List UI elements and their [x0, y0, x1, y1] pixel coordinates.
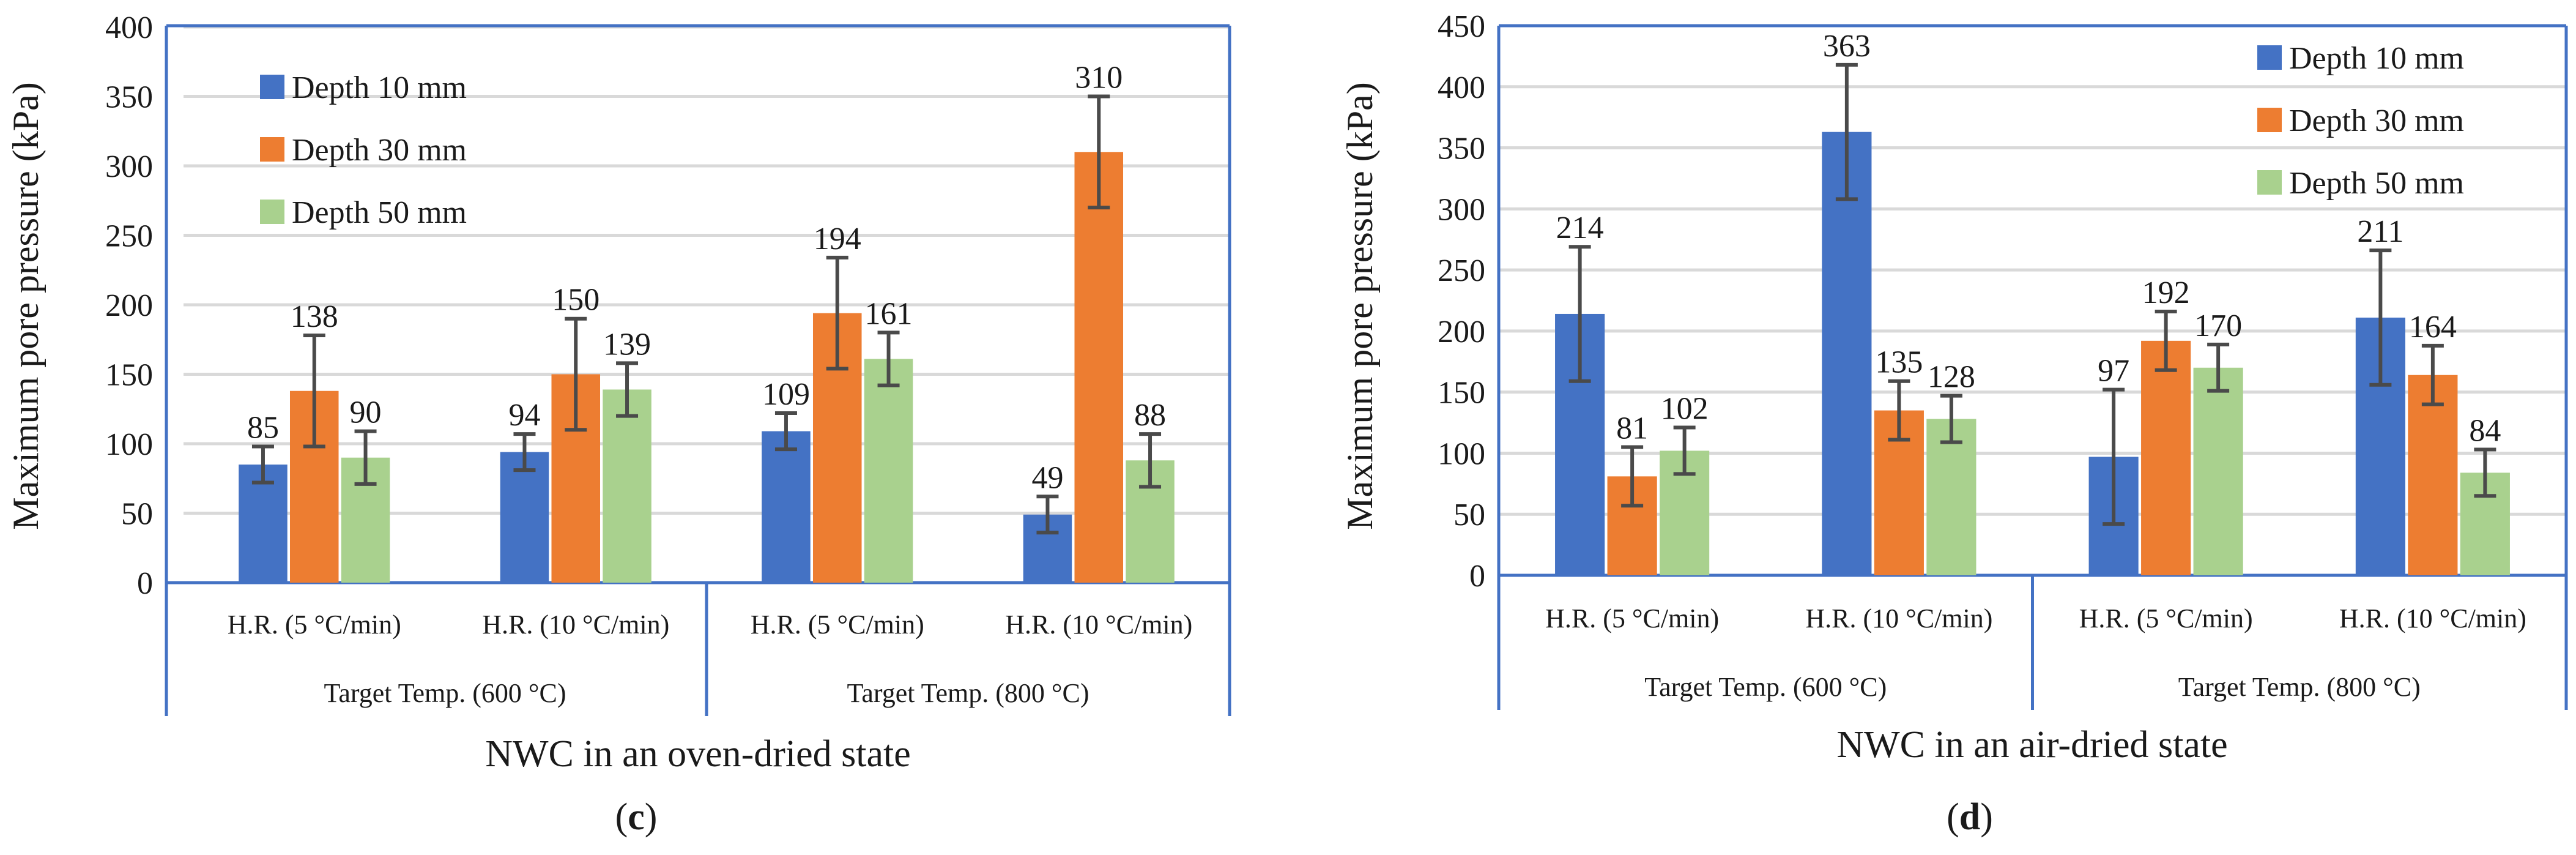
- data-label: 81: [1616, 411, 1648, 446]
- data-label: 88: [1134, 398, 1166, 433]
- y-tick-label: 400: [1438, 70, 1485, 105]
- legend-label: Depth 30 mm: [2289, 103, 2464, 138]
- y-axis-title: Maximum pore pressure (kPa): [1340, 82, 1380, 529]
- data-label: 139: [603, 327, 651, 362]
- y-tick-label: 300: [1438, 192, 1485, 227]
- x-axis-title: NWC in an air-dried state: [1836, 724, 2227, 766]
- legend-swatch: [260, 75, 284, 99]
- y-axis-title: Maximum pore pressure (kPa): [6, 82, 46, 529]
- bar: [762, 431, 811, 583]
- data-label: 85: [247, 411, 279, 446]
- legend-label: Depth 30 mm: [292, 133, 467, 168]
- legend-swatch: [2257, 45, 2282, 70]
- bar: [603, 389, 651, 583]
- data-label: 192: [2142, 275, 2190, 310]
- y-tick-label: 150: [1438, 376, 1485, 411]
- category-label: H.R. (10 °C/min): [482, 610, 669, 640]
- bar: [500, 452, 549, 583]
- data-label: 135: [1875, 345, 1923, 380]
- legend-label: Depth 50 mm: [2289, 166, 2464, 201]
- data-label: 109: [762, 377, 810, 412]
- group-label: Target Temp. (600 °C): [324, 678, 566, 708]
- y-tick-label: 200: [1438, 315, 1485, 349]
- data-label: 161: [865, 296, 913, 331]
- y-tick-label: 100: [1438, 436, 1485, 471]
- y-tick-label: 350: [1438, 132, 1485, 166]
- data-label: 94: [508, 398, 540, 433]
- panel-caption-open: (: [1947, 796, 1959, 838]
- data-label: 84: [2469, 413, 2501, 448]
- group-label: Target Temp. (800 °C): [2178, 672, 2421, 702]
- legend-label: Depth 10 mm: [2289, 41, 2464, 76]
- data-label: 164: [2409, 310, 2457, 345]
- data-label: 150: [552, 283, 599, 318]
- bar: [1822, 132, 1872, 575]
- bar: [2193, 367, 2243, 575]
- y-tick-label: 0: [137, 566, 153, 601]
- panel-caption-letter: c: [628, 796, 645, 838]
- data-label: 214: [1556, 211, 1604, 245]
- data-label: 49: [1031, 460, 1063, 495]
- x-axis-title: NWC in an oven-dried state: [485, 733, 911, 775]
- data-label: 194: [814, 222, 861, 256]
- y-tick-label: 50: [1453, 498, 1485, 532]
- y-tick-label: 450: [1438, 9, 1485, 44]
- panel-caption: (d): [1947, 796, 1993, 838]
- category-label: H.R. (5 °C/min): [751, 610, 924, 640]
- y-tick-label: 150: [105, 358, 153, 393]
- legend-swatch: [260, 200, 284, 224]
- panel-caption-letter: d: [1959, 796, 1980, 838]
- legend-swatch: [2257, 108, 2282, 132]
- y-tick-label: 100: [105, 427, 153, 462]
- bar: [2141, 340, 2191, 575]
- data-label: 170: [2194, 308, 2242, 343]
- data-label: 363: [1823, 29, 1871, 64]
- category-label: H.R. (10 °C/min): [1005, 610, 1192, 640]
- legend-label: Depth 50 mm: [292, 195, 467, 230]
- y-tick-label: 250: [1438, 253, 1485, 288]
- panel-caption: (c): [615, 796, 658, 838]
- y-tick-label: 400: [105, 10, 153, 45]
- data-label: 90: [350, 395, 382, 430]
- legend-label: Depth 10 mm: [292, 70, 467, 105]
- data-label: 211: [2357, 214, 2403, 249]
- legend-swatch: [260, 137, 284, 162]
- bar: [2408, 375, 2458, 575]
- legend-swatch: [2257, 170, 2282, 195]
- data-label: 102: [1661, 392, 1709, 427]
- category-label: H.R. (5 °C/min): [228, 610, 401, 640]
- category-label: H.R. (10 °C/min): [2339, 603, 2526, 633]
- panel-caption-close: ): [1980, 796, 1993, 838]
- chart-panel-d: 0 50 100 150 200 250 300 350 400 450 H.R. (5 °C/mi…: [1340, 9, 2568, 838]
- y-tick-label: 0: [1469, 559, 1485, 594]
- y-tick-label: 250: [105, 219, 153, 254]
- data-label: 128: [1928, 360, 1975, 395]
- bar: [1926, 419, 1977, 575]
- data-label: 138: [291, 299, 338, 334]
- data-label: 310: [1075, 61, 1123, 95]
- bar: [1074, 152, 1124, 583]
- group-label: Target Temp. (600 °C): [1644, 672, 1887, 702]
- y-tick-label: 300: [105, 149, 153, 184]
- y-tick-label: 200: [105, 288, 153, 323]
- chart-panel-c: 0 50 100 150 200 250 300 350 400 H.R. (5 °C/min) 8…: [6, 10, 1231, 838]
- data-label: 97: [2098, 354, 2129, 389]
- y-tick-label: 50: [121, 497, 153, 532]
- y-tick-label: 350: [105, 80, 153, 115]
- category-label: H.R. (5 °C/min): [2079, 603, 2253, 633]
- panel-caption-open: (: [615, 796, 628, 838]
- category-label: H.R. (10 °C/min): [1805, 603, 1992, 633]
- bar: [864, 359, 913, 583]
- panel-caption-close: ): [645, 796, 658, 838]
- category-label: H.R. (5 °C/min): [1545, 603, 1719, 633]
- group-label: Target Temp. (800 °C): [847, 678, 1089, 708]
